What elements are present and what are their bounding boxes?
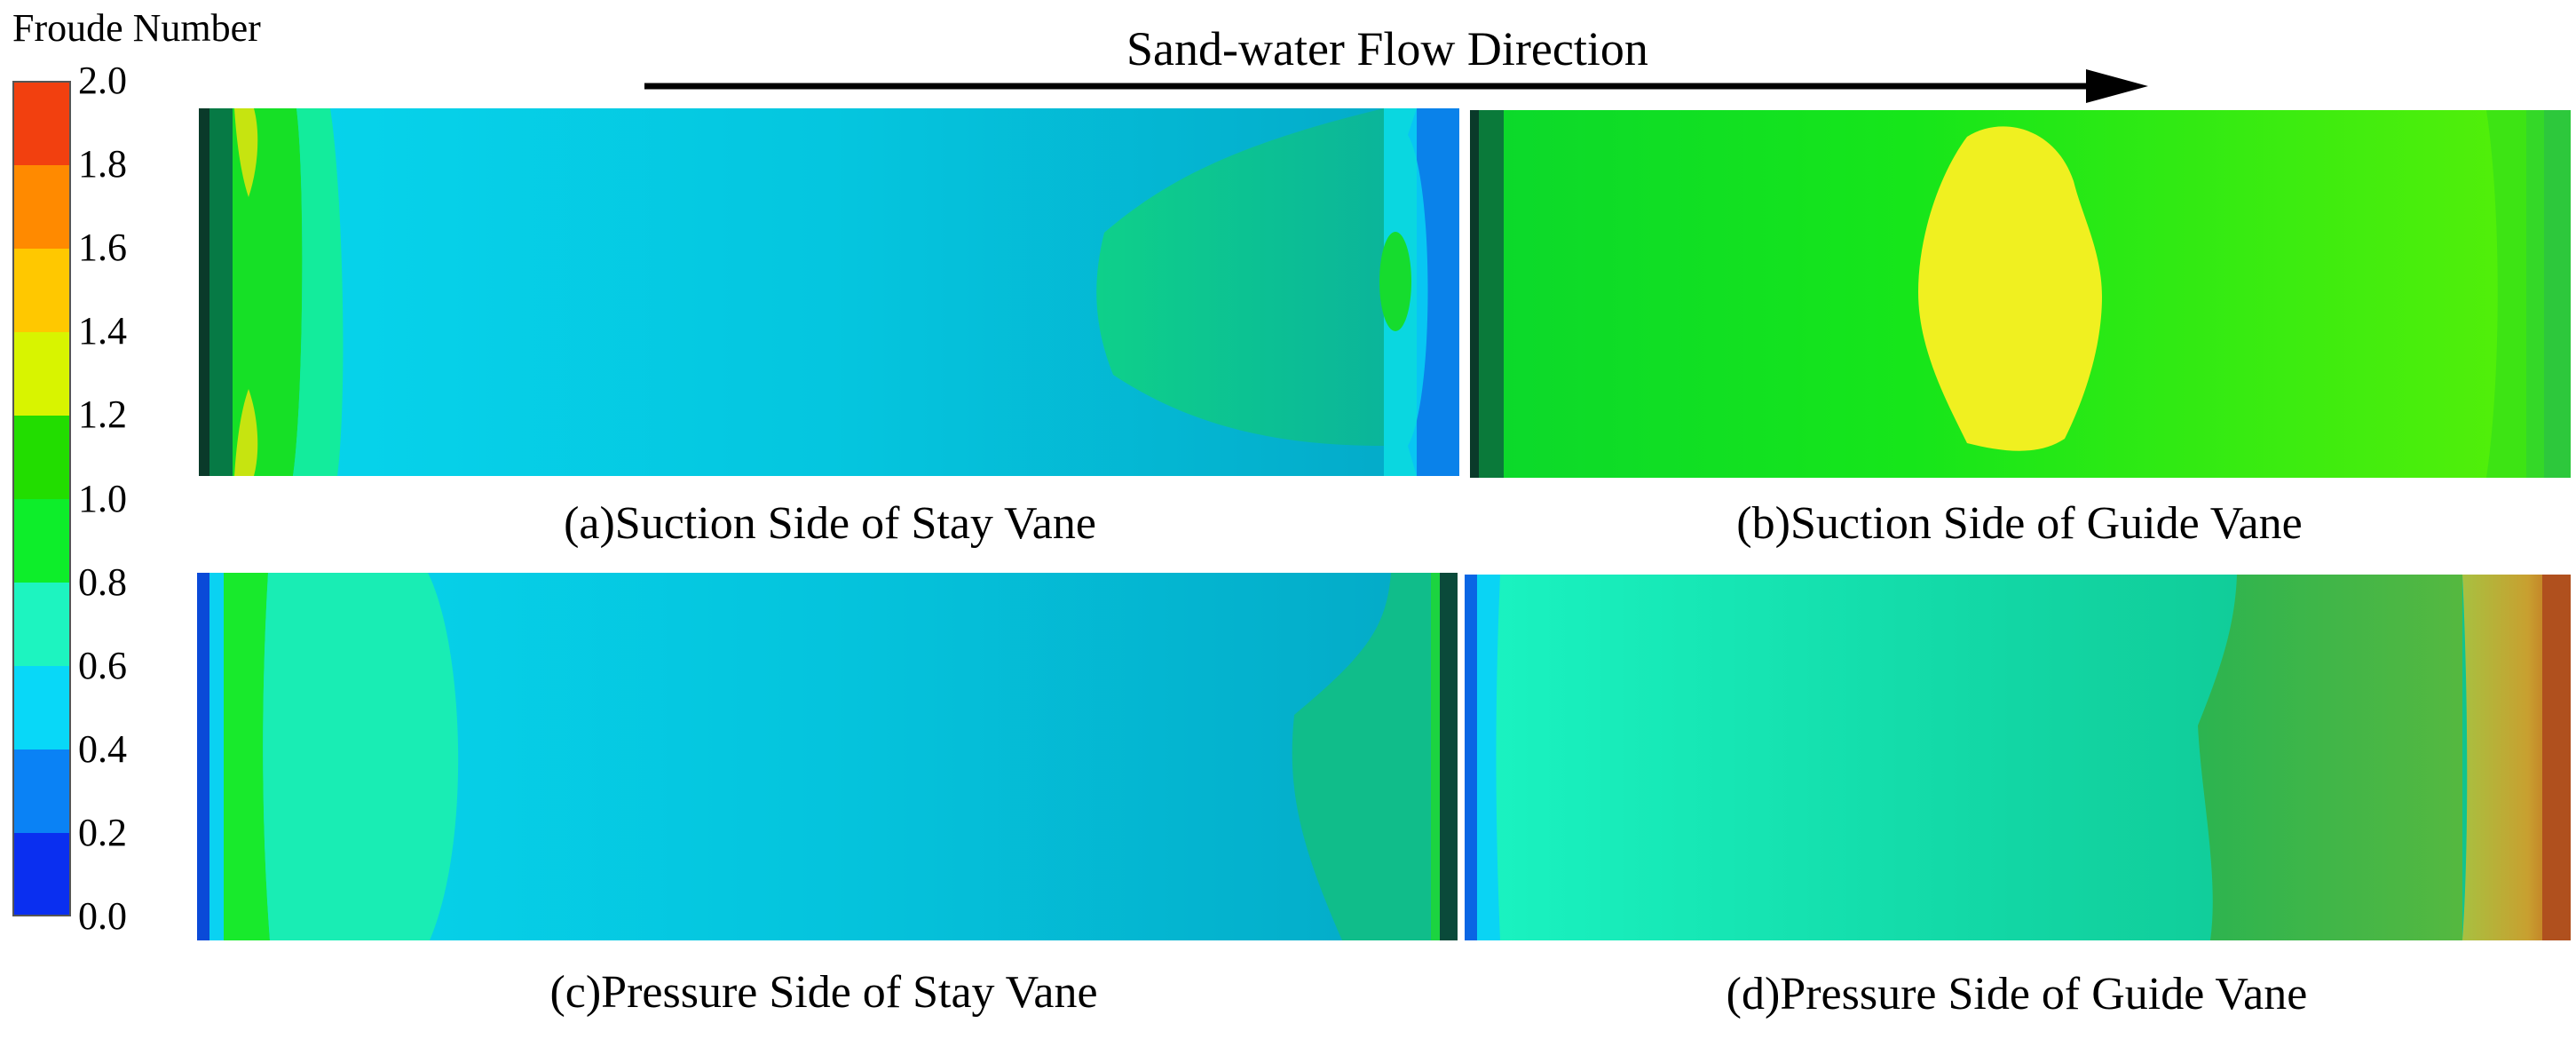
- colorbar-tick-label: 2.0: [78, 59, 127, 102]
- legend-title: Froude Number: [12, 6, 261, 50]
- caption-panel-c: (c)Pressure Side of Stay Vane: [549, 967, 1098, 1018]
- caption-panel-a: (a)Suction Side of Stay Vane: [564, 498, 1096, 549]
- colorbar-swatch: [12, 415, 71, 499]
- contour-panel-c: [197, 573, 1458, 940]
- flow-direction-label: Sand-water Flow Direction: [1126, 22, 1648, 75]
- colorbar-tick-label: 1.6: [78, 226, 127, 270]
- colorbar-tick-label: 0.2: [78, 810, 127, 854]
- contour-panel-d: [1465, 575, 2571, 940]
- colorbar-swatch: [12, 248, 71, 332]
- colorbar-tick-label: 1.4: [78, 309, 127, 353]
- colorbar-tick-label: 0.6: [78, 643, 127, 687]
- colorbar-tick-label: 1.2: [78, 393, 127, 437]
- colorbar-tick-label: 1.8: [78, 142, 127, 186]
- colorbar-swatch: [12, 582, 71, 667]
- flow-direction-arrow: [644, 69, 2148, 103]
- colorbar-frame: [12, 81, 71, 916]
- colorbar-swatch: [12, 832, 71, 917]
- colorbar-swatch: [12, 749, 71, 834]
- colorbar-swatch: [12, 665, 71, 750]
- colorbar-swatch: [12, 164, 71, 249]
- colorbar-tick-label: 0.8: [78, 559, 127, 604]
- colorbar-tick-label: 1.0: [78, 476, 127, 520]
- contour-panel-b: [1470, 110, 2571, 478]
- colorbar-swatch: [12, 331, 71, 416]
- colorbar-tick-label: 0.4: [78, 726, 127, 771]
- colorbar-swatch: [12, 498, 71, 583]
- caption-panel-b: (b)Suction Side of Guide Vane: [1736, 498, 2303, 549]
- colorbar-tick-label: 0.0: [78, 894, 127, 938]
- contour-panel-a: [199, 108, 1459, 476]
- caption-panel-d: (d)Pressure Side of Guide Vane: [1726, 969, 2308, 1019]
- colorbar-swatch: [12, 81, 71, 165]
